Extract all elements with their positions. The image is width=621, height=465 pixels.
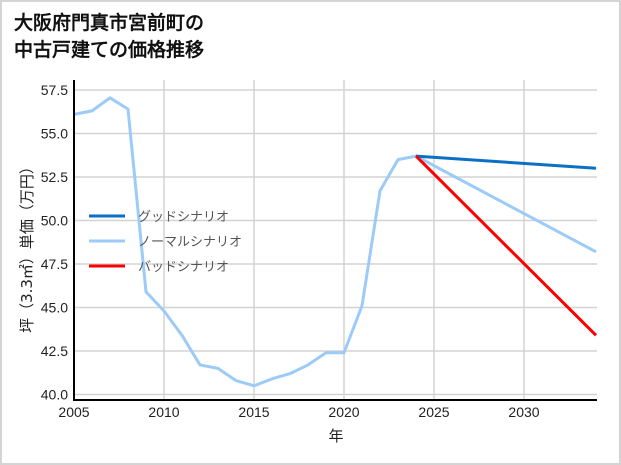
tick-labels: 2005 2010 2015 2020 2025 2030 40.0 42.5 45.0 47.5… xyxy=(41,82,540,420)
chart-title-line-1: 大阪府門真市宮前町の xyxy=(14,12,205,34)
y-tick-label: 57.5 xyxy=(41,82,68,98)
x-tick-label: 2020 xyxy=(328,404,359,420)
series-line xyxy=(414,155,598,337)
series-line xyxy=(73,96,597,388)
y-tick-label: 42.5 xyxy=(41,343,68,359)
y-tick-label: 40.0 xyxy=(41,387,68,403)
y-tick-label: 47.5 xyxy=(41,256,68,272)
y-tick-label: 55.0 xyxy=(41,126,68,142)
data-series xyxy=(73,96,598,388)
legend-label: ノーマルシナリオ xyxy=(138,235,242,250)
x-tick-label: 2015 xyxy=(238,404,269,420)
y-tick-label: 50.0 xyxy=(41,213,68,229)
series-line xyxy=(415,154,597,170)
legend-label: バッドシナリオ xyxy=(138,260,229,275)
chart-title-line-2: 中古戸建ての価格推移 xyxy=(14,39,205,61)
y-tick-label: 52.5 xyxy=(41,169,68,185)
chart-title: 大阪府門真市宮前町の 中古戸建ての価格推移 xyxy=(14,10,204,64)
x-tick-label: 2025 xyxy=(418,404,449,420)
y-axis-label: 坪（3.3㎡）単価（万円） xyxy=(18,159,36,333)
axes xyxy=(73,80,597,401)
gridlines xyxy=(73,80,597,400)
y-tick-label: 45.0 xyxy=(41,300,68,316)
x-axis-label: 年 xyxy=(328,427,343,445)
x-tick-label: 2005 xyxy=(58,404,89,420)
x-tick-label: 2010 xyxy=(148,404,179,420)
legend-label: グッドシナリオ xyxy=(138,210,229,225)
x-tick-label: 2030 xyxy=(508,404,539,420)
